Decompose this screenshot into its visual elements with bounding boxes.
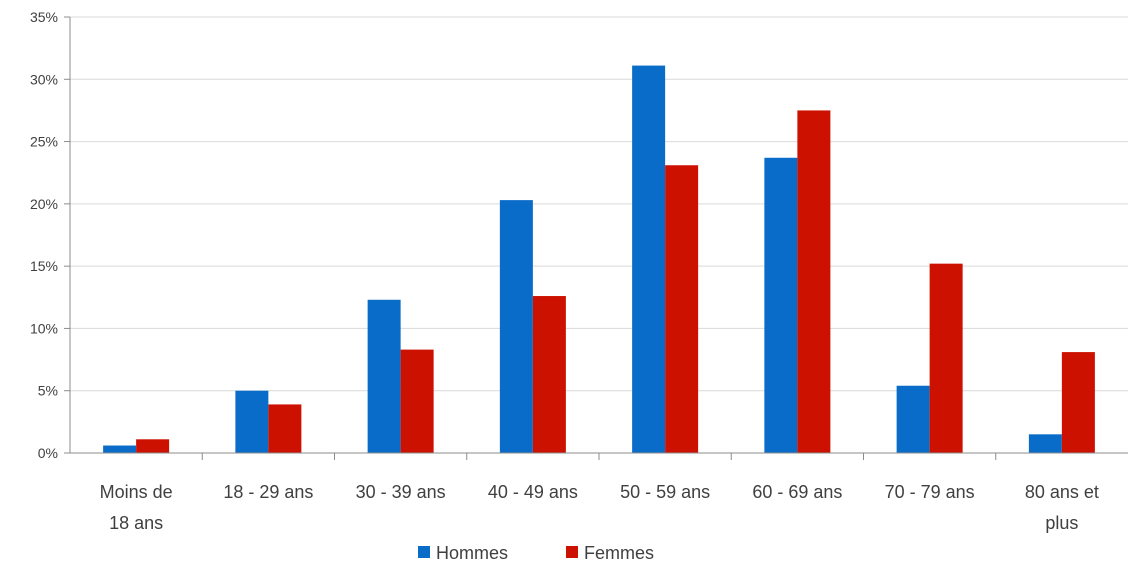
y-tick-label: 0% [38, 445, 58, 461]
legend-swatch-hommes [418, 546, 430, 558]
x-tick-label: 30 - 39 ans [356, 482, 446, 502]
bar-femmes-3 [532, 296, 566, 453]
x-tick-label-line: 70 - 79 ans [885, 482, 975, 502]
bar-femmes-6 [929, 263, 963, 453]
bar-hommes-5 [764, 157, 798, 453]
bar-femmes-5 [797, 110, 831, 453]
x-tick-label: 80 ans et plus [1025, 482, 1099, 533]
bar-femmes-0 [136, 439, 170, 453]
x-tick-label: 40 - 49 ans [488, 482, 578, 502]
bar-hommes-7 [1028, 434, 1062, 453]
y-tick-label: 15% [30, 258, 58, 274]
bar-hommes-3 [499, 200, 533, 453]
bar-hommes-1 [235, 390, 269, 453]
bar-femmes-4 [665, 165, 699, 454]
bar-hommes-0 [103, 445, 137, 453]
y-tick-label: 30% [30, 71, 58, 87]
bar-femmes-1 [268, 404, 302, 453]
x-tick-label-line: 30 - 39 ans [356, 482, 446, 502]
x-tick-label-line: plus [1045, 513, 1078, 533]
x-tick-label: 50 - 59 ans [620, 482, 710, 502]
x-tick-label-line: 80 ans et [1025, 482, 1099, 502]
x-tick-label-line: Moins de [100, 482, 173, 502]
bar-hommes-4 [632, 65, 666, 453]
legend: Hommes Femmes [418, 543, 654, 563]
x-tick-label-line: 60 - 69 ans [752, 482, 842, 502]
gridlines [70, 16, 1128, 392]
x-tick-label-line: 50 - 59 ans [620, 482, 710, 502]
x-tick-label-line: 40 - 49 ans [488, 482, 578, 502]
y-tick-label: 20% [30, 196, 58, 212]
legend-label-hommes: Hommes [436, 543, 508, 563]
y-tick-labels: 0% 5% 10% 15% 20% 25% 30% 35% [30, 9, 58, 461]
bars [103, 65, 1095, 454]
x-tick-labels: Moins de 18 ans 18 - 29 ans 30 - 39 ans 40 -… [100, 482, 1099, 533]
x-tick-label: 70 - 79 ans [885, 482, 975, 502]
x-tick-label: 60 - 69 ans [752, 482, 842, 502]
bar-femmes-7 [1061, 352, 1095, 453]
x-tick-label-line: 18 ans [109, 513, 163, 533]
bar-hommes-2 [367, 299, 401, 453]
y-tick-label: 5% [38, 383, 58, 399]
x-tick-label-line: 18 - 29 ans [223, 482, 313, 502]
x-tick-label: 18 - 29 ans [223, 482, 313, 502]
axes [64, 16, 1128, 460]
y-tick-label: 25% [30, 134, 58, 150]
x-tick-label: Moins de 18 ans [100, 482, 173, 533]
bar-femmes-2 [400, 349, 434, 453]
y-tick-label: 10% [30, 320, 58, 336]
bar-hommes-6 [896, 385, 930, 453]
y-tick-label: 35% [30, 9, 58, 25]
legend-swatch-femmes [566, 546, 578, 558]
legend-label-femmes: Femmes [584, 543, 654, 563]
